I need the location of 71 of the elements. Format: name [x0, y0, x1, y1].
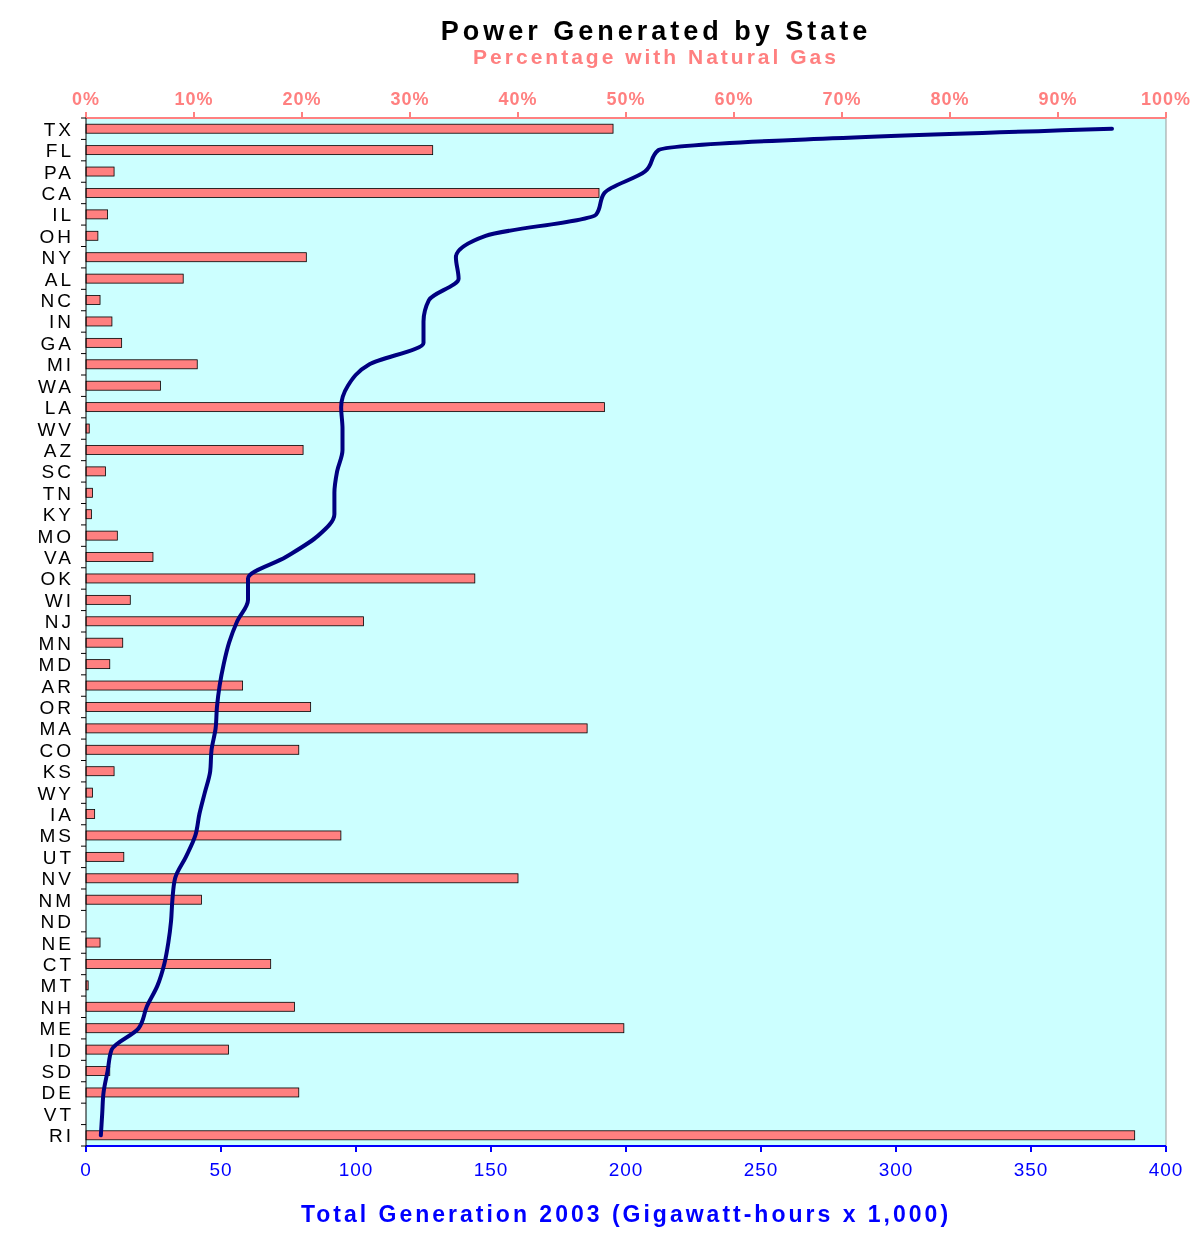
- chart-subtitle: Percentage with Natural Gas: [473, 45, 839, 68]
- x-axis-title: Total Generation 2003 (Gigawatt-hours x 1,000): [300, 1201, 952, 1227]
- y-tick-label: OH: [39, 225, 74, 247]
- y-tick-label: AZ: [43, 439, 74, 461]
- y-tick-label: TX: [43, 118, 74, 140]
- x-tick-label: 0: [80, 1159, 92, 1180]
- y-tick-label: RI: [49, 1125, 74, 1147]
- y-tick-label: WY: [37, 782, 74, 804]
- y-tick-label: NY: [41, 247, 74, 269]
- y-tick-label: MD: [38, 654, 74, 676]
- y-tick-label: UT: [42, 846, 74, 868]
- y-tick-label: KY: [42, 504, 74, 526]
- x2-tick-label: 60%: [714, 89, 754, 109]
- y-tick-label: NC: [40, 290, 74, 312]
- y-tick-label: MN: [38, 632, 74, 654]
- x2-tick-label: 30%: [390, 89, 430, 109]
- y-tick-label: NJ: [44, 611, 74, 633]
- x-tick-label: 300: [878, 1159, 914, 1180]
- x2-tick-label: 50%: [606, 89, 646, 109]
- y-tick-label: LA: [44, 397, 74, 419]
- x-tick-label: 100: [338, 1159, 374, 1180]
- y-tick-label: MI: [46, 354, 74, 376]
- x2-tick-label: 90%: [1038, 89, 1078, 109]
- y-tick-label: ID: [49, 1039, 74, 1061]
- y-tick-label: VT: [43, 1103, 74, 1125]
- x-tick-label: 200: [608, 1159, 644, 1180]
- y-tick-label: PA: [44, 161, 74, 183]
- y-tick-label: NM: [38, 889, 74, 911]
- y-tick-label: MO: [37, 525, 74, 547]
- x-tick-label: 250: [743, 1159, 779, 1180]
- y-tick-label: VA: [44, 547, 74, 569]
- x-tick-label: 50: [209, 1159, 233, 1180]
- y-tick-label: OK: [40, 568, 74, 590]
- y-tick-label: CO: [39, 739, 74, 761]
- y-tick-label: MT: [40, 975, 74, 997]
- x2-tick-label: 80%: [930, 89, 970, 109]
- y-tick-label: DE: [41, 1082, 74, 1104]
- y-tick-label: OR: [39, 696, 74, 718]
- chart-title: Power Generated by State: [440, 16, 872, 46]
- y-tick-label: CA: [41, 182, 74, 204]
- y-tick-label: AR: [41, 675, 74, 697]
- y-tick-label: KS: [42, 761, 74, 783]
- y-tick-label: IN: [49, 311, 74, 333]
- x-tick-label: 400: [1148, 1159, 1184, 1180]
- x-tick-label: 150: [473, 1159, 509, 1180]
- x2-tick-label: 70%: [822, 89, 862, 109]
- y-tick-label: ND: [40, 911, 74, 933]
- x2-tick-label: 10%: [174, 89, 214, 109]
- y-tick-label: CT: [42, 953, 74, 975]
- x2-tick-label: 40%: [498, 89, 538, 109]
- y-tick-label: WI: [44, 589, 74, 611]
- y-tick-label: GA: [40, 332, 74, 354]
- y-tick-label: SC: [41, 461, 74, 483]
- y-tick-label: IA: [50, 804, 74, 826]
- x-tick-label: 350: [1013, 1159, 1049, 1180]
- y-tick-label: AL: [44, 268, 74, 290]
- y-tick-label: NH: [40, 996, 74, 1018]
- y-tick-label: TN: [42, 482, 74, 504]
- x2-tick-label: 20%: [282, 89, 322, 109]
- y-tick-label: WA: [38, 375, 74, 397]
- y-tick-label: NV: [41, 868, 74, 890]
- y-tick-label: SD: [41, 1061, 74, 1083]
- x2-tick-label: 100%: [1140, 89, 1192, 109]
- y-tick-label: NE: [41, 932, 74, 954]
- y-tick-label: FL: [45, 140, 74, 162]
- y-tick-label: MA: [39, 718, 74, 740]
- y-tick-label: IL: [52, 204, 74, 226]
- y-tick-label: WV: [37, 418, 74, 440]
- y-tick-label: MS: [39, 825, 74, 847]
- y-tick-label: ME: [39, 1018, 74, 1040]
- x2-tick-label: 0%: [71, 89, 101, 109]
